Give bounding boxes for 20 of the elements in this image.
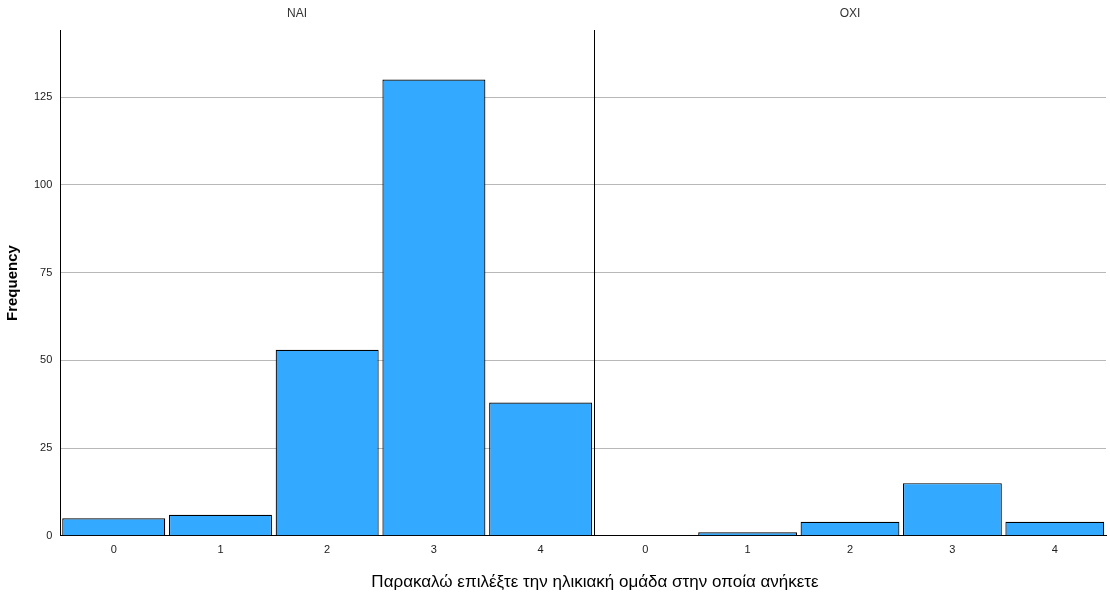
x-tick-label: 1: [217, 543, 224, 556]
y-tick-label: 125: [33, 90, 53, 103]
chart-title: NAI: [286, 5, 308, 20]
x-tick-label: 2: [324, 543, 331, 556]
x-tick-label: 0: [642, 543, 649, 556]
x-tick-label: 3: [949, 543, 956, 556]
x-tick-label: 1: [744, 543, 751, 556]
x-tick-label: 4: [537, 543, 544, 556]
y-tick-label: 75: [40, 265, 53, 278]
y-axis-title: Frequency: [3, 244, 21, 322]
y-tick-label: 100: [33, 177, 53, 190]
x-tick-label: 4: [1051, 543, 1058, 556]
y-tick-label: 0: [46, 528, 53, 541]
x-tick-label: 0: [110, 543, 117, 556]
x-tick-label: 2: [846, 543, 854, 556]
x-axis-title: Παρακαλώ επιλέξτε την ηλικιακή ομάδα στην οποία ανήκετε: [370, 572, 820, 592]
y-tick-label: 25: [40, 441, 53, 454]
y-tick-label: 50: [40, 353, 53, 366]
chart-title: OXI: [839, 5, 861, 20]
x-tick-label: 3: [430, 543, 437, 556]
